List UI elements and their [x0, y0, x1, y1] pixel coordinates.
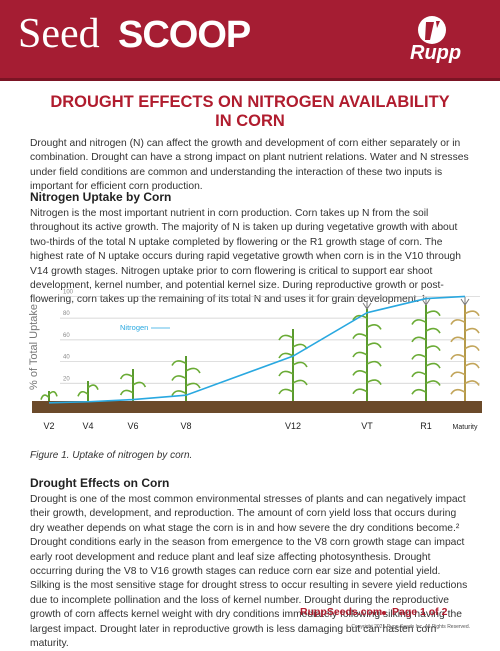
plant-leaf [352, 370, 368, 376]
y-tick-label: 100 [63, 289, 74, 295]
plant-leaf [464, 310, 480, 317]
plant-leaf [411, 354, 427, 360]
intro-paragraph: Drought and nitrogen (N) can affect the … [30, 138, 469, 193]
x-tick-label: VT [361, 421, 373, 431]
footer-site: RuppSeeds.com [300, 606, 383, 618]
plant-leaf [450, 388, 466, 395]
plant-leaf [352, 351, 368, 358]
x-tick-label: R1 [420, 421, 432, 431]
plant-leaf [425, 310, 441, 317]
document-title: DROUGHT EFFECTS ON NITROGEN AVAILABILITY… [50, 93, 450, 130]
section-paragraph: Nitrogen is the most important nutrient … [30, 208, 462, 306]
plant-leaf [464, 345, 480, 352]
plant-leaf [171, 375, 187, 381]
section-heading: Nitrogen Uptake by Corn [30, 190, 172, 204]
footer-copyright: Copyright 2021 Rupp Seeds Inc. All Right… [351, 624, 470, 630]
logo-mark [418, 16, 446, 44]
series-label: Nitrogen [120, 323, 148, 332]
figure-caption: Figure 1. Uptake of nitrogen by corn. [30, 450, 193, 461]
brand-bold: SCOOP [118, 14, 251, 56]
y-tick-label: 80 [63, 311, 70, 317]
plant-tassel [362, 301, 372, 310]
plant-leaf [450, 319, 466, 325]
plant-leaf [132, 381, 147, 388]
plant-leaf [411, 319, 427, 325]
chart: % of Total Uptake 20 40 60 80 100 V2 V4 V6 V8 V12 V… [28, 289, 482, 431]
x-tick-label: V12 [285, 421, 301, 431]
footer-separator [382, 611, 386, 615]
y-axis-label: % of Total Uptake [28, 304, 40, 390]
brand-light: Seed [18, 11, 100, 57]
plant-leaf [411, 388, 427, 395]
plant-leaf [366, 360, 382, 367]
plant-leaf [40, 394, 50, 400]
plant-leaf [425, 345, 441, 352]
x-tick-label: Maturity [453, 424, 478, 431]
plant-leaf [185, 382, 201, 389]
nitrogen-line [48, 295, 466, 404]
plant-leaf [87, 384, 99, 390]
plant-leaf [119, 373, 134, 380]
plant-leaf [185, 367, 201, 374]
x-tick-label: V4 [82, 421, 93, 431]
plant-leaf [450, 371, 466, 378]
plant-leaf [352, 388, 368, 395]
logo-text: Rupp [410, 42, 462, 64]
footer-page: Page 1 of 2 [392, 606, 448, 618]
plant-leaf [77, 391, 89, 397]
plant-leaf [119, 389, 134, 396]
y-tick-label: 60 [63, 333, 70, 339]
plant-leaf [352, 333, 368, 340]
plant-leaf [278, 370, 294, 377]
y-tick-label: 20 [63, 376, 70, 382]
plant-leaf [366, 324, 382, 330]
plant-leaf [366, 379, 382, 386]
plant-leaf [450, 336, 466, 343]
y-tick-label: 40 [63, 355, 70, 361]
plant-leaf [292, 379, 308, 386]
plant-leaf [425, 327, 441, 334]
plant-leaf [411, 371, 427, 378]
plant-leaf [450, 354, 466, 360]
section-heading: Drought Effects on Corn [30, 476, 170, 490]
plant-leaf [171, 360, 187, 366]
plant-leaf [278, 334, 294, 341]
plant-leaf [278, 352, 294, 359]
plant-leaf [464, 362, 480, 369]
x-tick-label: V2 [43, 421, 54, 431]
plant-leaf [464, 380, 480, 386]
x-tick-label: V6 [127, 421, 138, 431]
plant-leaf [278, 388, 294, 395]
ground [32, 401, 482, 413]
plant-leaf [366, 342, 382, 349]
section-paragraph: Drought is one of the most common enviro… [30, 494, 468, 650]
plant-leaf [425, 380, 441, 386]
header-banner [0, 0, 500, 81]
plant-leaf [464, 327, 480, 334]
plant-leaf [411, 336, 427, 343]
plant-leaf [171, 390, 187, 396]
plant-leaf [352, 314, 368, 321]
x-tick-label: V8 [180, 421, 191, 431]
plant-tassel [460, 297, 470, 306]
plant-leaf [48, 391, 58, 397]
plant-leaf [292, 361, 308, 368]
plant-leaf [425, 362, 441, 369]
